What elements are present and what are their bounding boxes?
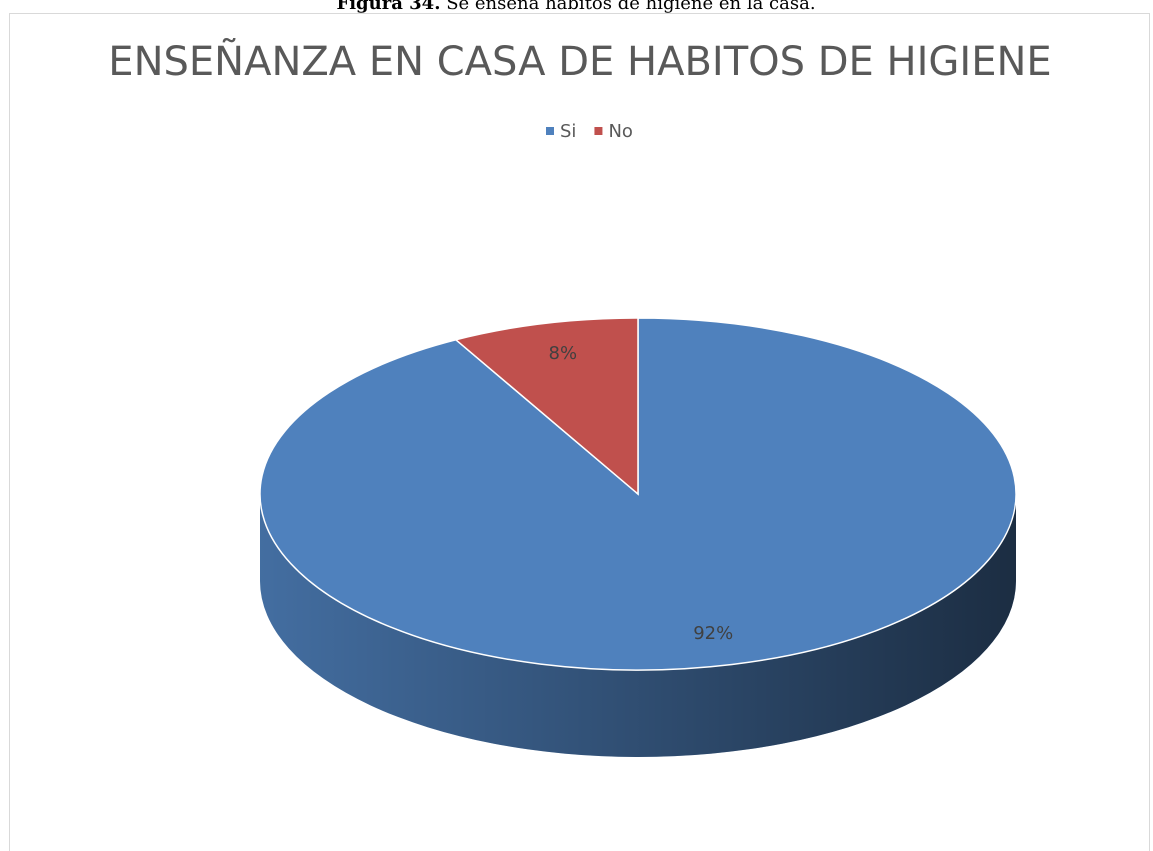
data-label: 8% [549,343,578,364]
figure-caption: Figura 34. Se enseña hábitos de higiene … [336,0,815,14]
legend-swatch [546,127,554,135]
pie: 92% 8% [259,317,1017,757]
legend: Si No [546,121,633,142]
caption-label: Figura 34. [336,0,440,14]
pie-slice [454,317,639,496]
caption-text: Se enseña hábitos de higiene en la casa. [446,0,815,14]
legend-label: Si [560,121,576,142]
legend-label: No [608,121,632,142]
chart-title: ENSEÑANZA EN CASA DE HABITOS DE HIGIENE [108,37,1051,85]
side-shade [260,494,1016,757]
legend-swatch [594,127,603,135]
data-label: 92% [693,623,733,644]
